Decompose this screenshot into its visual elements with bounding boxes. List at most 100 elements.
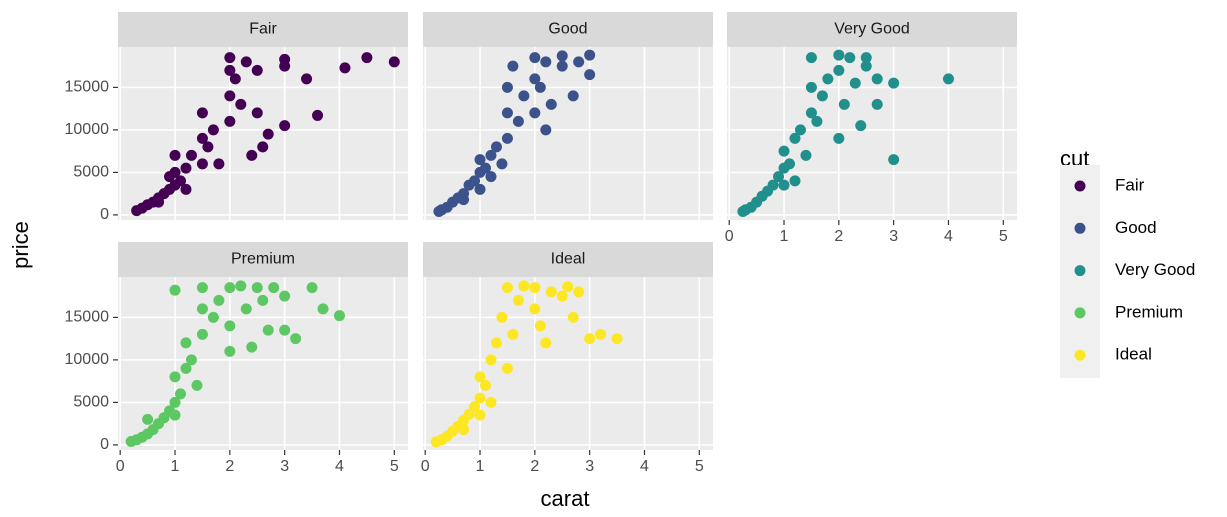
point xyxy=(224,282,236,294)
point xyxy=(805,52,817,64)
point xyxy=(207,124,219,136)
point xyxy=(474,154,486,166)
point xyxy=(860,52,872,64)
x-tick-label: 3 xyxy=(280,458,289,475)
point xyxy=(474,371,486,383)
point xyxy=(595,328,607,340)
strip xyxy=(423,12,713,47)
point xyxy=(567,90,579,102)
x-tick-label: 4 xyxy=(640,458,649,475)
strip xyxy=(423,242,713,277)
point xyxy=(240,56,252,68)
x-tick-label: 3 xyxy=(889,228,898,245)
y-tick-label: 0 xyxy=(100,206,109,223)
point xyxy=(180,337,192,349)
point xyxy=(822,73,834,85)
y-tick-label: 0 xyxy=(100,436,109,453)
y-axis-title: price xyxy=(8,221,33,269)
point xyxy=(180,183,192,195)
point xyxy=(573,286,585,298)
legend-label: Fair xyxy=(1115,175,1145,194)
point xyxy=(224,52,236,64)
point xyxy=(224,115,236,127)
point xyxy=(540,124,552,136)
point xyxy=(844,52,856,64)
y-tick-label: 10000 xyxy=(65,121,110,138)
point xyxy=(463,408,475,420)
x-tick-label: 2 xyxy=(530,458,539,475)
point xyxy=(849,77,861,89)
point xyxy=(789,132,801,144)
point xyxy=(279,53,291,65)
point xyxy=(333,310,345,322)
point xyxy=(490,141,502,153)
point xyxy=(811,115,823,127)
point xyxy=(279,324,291,336)
point xyxy=(501,362,513,374)
point xyxy=(246,149,258,161)
point xyxy=(767,179,779,191)
y-tick-label: 15000 xyxy=(65,79,110,96)
point xyxy=(251,282,263,294)
point xyxy=(573,56,585,68)
point xyxy=(584,49,596,61)
strip xyxy=(727,12,1017,47)
point xyxy=(474,409,486,421)
point xyxy=(855,120,867,132)
x-tick-label: 1 xyxy=(476,458,485,475)
point xyxy=(169,396,181,408)
x-tick-label: 1 xyxy=(780,228,789,245)
point xyxy=(540,337,552,349)
point xyxy=(501,282,513,294)
legend-key xyxy=(1074,180,1086,192)
panel-background xyxy=(727,47,1017,220)
point xyxy=(783,158,795,170)
point xyxy=(185,354,197,366)
point xyxy=(458,194,470,206)
point xyxy=(529,73,541,85)
point xyxy=(485,149,497,161)
point xyxy=(800,149,812,161)
point xyxy=(562,281,574,293)
legend-label: Very Good xyxy=(1115,260,1195,279)
point xyxy=(507,328,519,340)
point xyxy=(279,290,291,302)
point xyxy=(224,90,236,102)
point xyxy=(584,69,596,81)
point xyxy=(888,77,900,89)
point xyxy=(518,90,530,102)
point xyxy=(196,328,208,340)
point xyxy=(778,179,790,191)
point xyxy=(485,171,497,183)
point xyxy=(257,294,269,306)
point xyxy=(833,49,845,61)
point xyxy=(306,282,318,294)
x-tick-label: 0 xyxy=(725,228,734,245)
point xyxy=(507,60,519,72)
point xyxy=(388,56,400,68)
point xyxy=(816,90,828,102)
point xyxy=(246,341,258,353)
x-tick-label: 5 xyxy=(390,458,399,475)
point xyxy=(469,175,481,187)
strip-label: Premium xyxy=(231,251,295,268)
point xyxy=(262,128,274,140)
point xyxy=(229,73,241,85)
panel-background xyxy=(423,277,713,450)
x-tick-label: 4 xyxy=(944,228,953,245)
point xyxy=(339,62,351,74)
legend-key xyxy=(1074,265,1086,277)
point xyxy=(888,154,900,166)
point xyxy=(196,282,208,294)
point xyxy=(556,60,568,72)
x-axis-title: carat xyxy=(541,486,590,511)
point xyxy=(942,73,954,85)
point xyxy=(235,280,247,292)
point xyxy=(180,362,192,374)
strip xyxy=(118,12,408,47)
x-tick-label: 3 xyxy=(585,458,594,475)
point xyxy=(224,64,236,76)
point xyxy=(224,345,236,357)
point xyxy=(501,107,513,119)
